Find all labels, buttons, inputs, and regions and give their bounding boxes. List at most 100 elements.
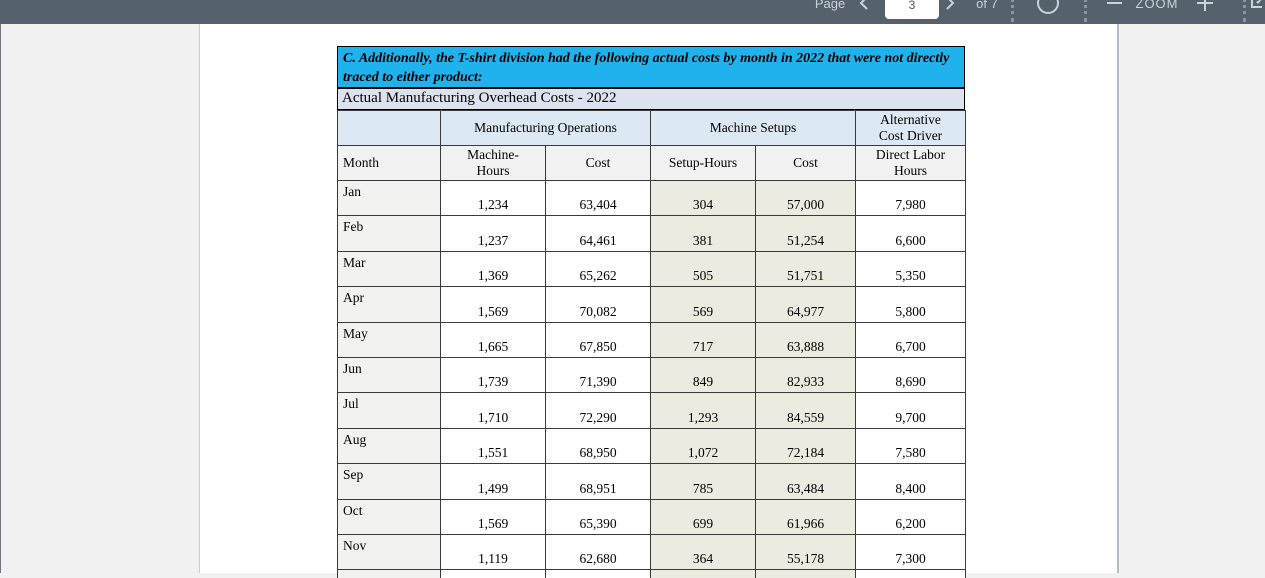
table-row-partial [337,569,966,578]
setup-hours-cell: 785 [650,463,756,500]
direct-labor-hours-cell: 9,700 [855,392,966,429]
setup-cost-cell: 63,484 [755,463,856,500]
setup-cost-cell: 55,178 [755,533,856,571]
direct-labor-hours-cell: 5,800 [855,286,966,323]
machine-hours-cell: 1,499 [440,463,546,500]
machine-hours-cell: 1,237 [440,215,546,252]
page-count-label: of 7 [976,0,998,11]
setup-hours-cell: 505 [650,250,756,288]
setup-cost-cell: 51,254 [755,215,856,252]
page-divider [1117,24,1119,573]
table-row: Jun 1,739 71,390 849 82,933 8,690 [337,356,966,394]
minus-icon [1106,1,1122,5]
table-row: Apr 1,569 70,082 569 64,977 5,800 [337,286,966,323]
empty-group-cell [337,110,441,146]
download-icon [1250,0,1262,8]
setup-hours-cell: 569 [650,286,756,323]
month-cell: Jan [337,179,441,217]
machine-hours-cell: 1,369 [440,250,546,288]
table-row: Nov 1,119 62,680 364 55,178 7,300 [337,533,966,571]
setup-hours-cell: 1,072 [650,427,756,465]
setup-cost-cell: 64,977 [755,286,856,323]
mfg-cost-cell: 64,461 [545,215,651,252]
setup-hours-cell: 1,293 [650,392,756,429]
month-cell: Jul [337,392,441,429]
table-row: Mar 1,369 65,262 505 51,751 5,350 [337,250,966,288]
overhead-cost-section: C. Additionally, the T-shirt division ha… [337,46,966,578]
mfg-cost-cell: 71,390 [545,356,651,394]
setup-cost-cell: 72,184 [755,427,856,465]
zoom-in-button[interactable] [1196,0,1214,20]
direct-labor-hours-cell: 6,600 [855,215,966,252]
machine-hours-cell: 1,665 [440,321,546,358]
month-cell: Mar [337,250,441,288]
table-row: May 1,665 67,850 717 63,888 6,700 [337,321,966,358]
chevron-right-icon [946,0,955,10]
direct-labor-hours-cell: 7,980 [855,179,966,217]
setup-hours-cell: 304 [650,179,756,217]
mfg-cost-cell: 68,950 [545,427,651,465]
section-note: C. Additionally, the T-shirt division ha… [337,46,965,89]
setup-hours-cell: 381 [650,215,756,252]
page-label: Page [814,0,846,11]
mfg-cost-cell: 67,850 [545,321,651,358]
mfg-cost-cell: 65,262 [545,250,651,288]
machine-hours-cell: 1,119 [440,533,546,571]
zoom-out-button[interactable] [1105,0,1123,20]
plus-icon [1197,0,1213,11]
overhead-table: Manufacturing Operations Machine Setups … [337,110,966,578]
window-edge [0,24,1,573]
mfg-cost-cell: 68,951 [545,463,651,500]
sidebar-panel [0,24,200,573]
rotate-icon [1037,0,1059,14]
machine-hours-cell: 1,569 [440,286,546,323]
next-page-button[interactable] [942,0,958,20]
direct-labor-hours-cell: 6,700 [855,321,966,358]
month-cell: Nov [337,533,441,571]
machine-hours-cell: 1,234 [440,179,546,217]
mfg-cost-cell: 70,082 [545,286,651,323]
column-setup-cost: Cost [755,145,856,181]
mfg-cost-cell: 62,680 [545,533,651,571]
direct-labor-hours-cell: 5,350 [855,250,966,288]
table-row: Oct 1,569 65,390 699 61,966 6,200 [337,498,966,535]
setup-cost-cell: 61,966 [755,498,856,535]
page-number-input[interactable] [885,0,939,19]
machine-hours-cell: 1,710 [440,392,546,429]
setup-hours-cell: 717 [650,321,756,358]
column-month: Month [337,145,441,181]
download-button[interactable] [1249,0,1265,20]
direct-labor-hours-cell: 6,200 [855,498,966,535]
chevron-left-icon [859,0,868,10]
mfg-cost-cell: 65,390 [545,498,651,535]
setup-hours-cell: 849 [650,356,756,394]
table-row: Feb 1,237 64,461 381 51,254 6,600 [337,215,966,252]
month-cell: Sep [337,463,441,500]
setup-cost-cell: 84,559 [755,392,856,429]
table-group-header-row: Manufacturing Operations Machine Setups … [337,110,966,146]
month-cell: Aug [337,427,441,465]
machine-hours-cell: 1,739 [440,356,546,394]
setup-hours-cell: 364 [650,533,756,571]
setup-cost-cell: 51,751 [755,250,856,288]
direct-labor-hours-cell: 8,400 [855,463,966,500]
table-row: Jan 1,234 63,404 304 57,000 7,980 [337,179,966,217]
overhead-table-body: Manufacturing Operations Machine Setups … [337,110,966,578]
direct-labor-hours-cell: 7,300 [855,533,966,571]
month-cell: Oct [337,498,441,535]
month-cell: Feb [337,215,441,252]
table-title: Actual Manufacturing Overhead Costs - 20… [337,89,965,110]
mfg-cost-cell: 72,290 [545,392,651,429]
setup-cost-cell: 82,933 [755,356,856,394]
setup-cost-cell: 63,888 [755,321,856,358]
mfg-cost-cell: 63,404 [545,179,651,217]
previous-page-button[interactable] [856,0,872,20]
viewer-toolbar [0,0,1265,24]
group-alternative-cost-driver: Alternative Cost Driver [855,110,966,146]
month-cell: Jun [337,356,441,394]
rotate-button[interactable] [1037,0,1059,20]
direct-labor-hours-cell: 7,580 [855,427,966,465]
month-cell: May [337,321,441,358]
group-machine-setups: Machine Setups [650,110,856,146]
